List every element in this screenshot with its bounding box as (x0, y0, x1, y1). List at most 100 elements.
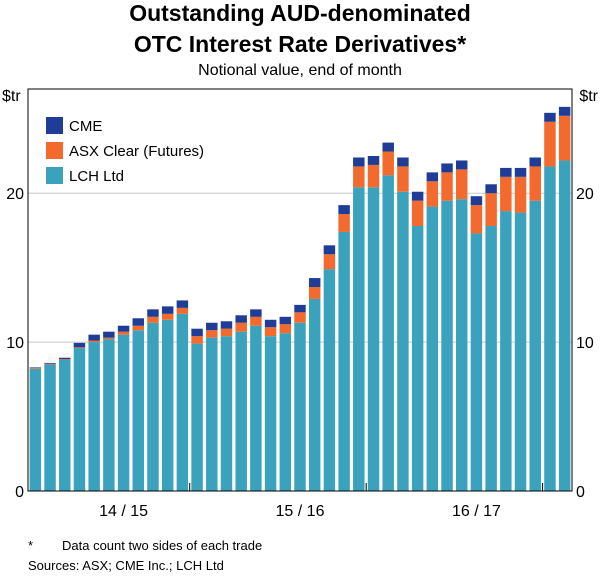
legend: CME ASX Clear (Futures) LCH Ltd (46, 117, 204, 185)
bar-asx (294, 312, 306, 323)
bar-lch (353, 187, 365, 491)
bar-lch (264, 336, 277, 491)
chart-subtitle: Notional value, end of month (198, 62, 402, 79)
bar-asx (544, 121, 556, 167)
bar-asx (176, 307, 189, 314)
bar-asx (103, 337, 115, 340)
legend-swatch (46, 117, 63, 134)
bar-asx (132, 325, 145, 331)
y-axis-unit-left: $tr (2, 88, 21, 105)
bar-asx (220, 328, 233, 337)
y-tick-label-left: 20 (6, 186, 24, 203)
bar-lch (132, 330, 145, 491)
bar-asx (558, 115, 571, 161)
bar-cme (250, 309, 262, 317)
bar-lch (147, 322, 159, 491)
bar-asx (353, 166, 365, 188)
bar-asx (529, 166, 541, 201)
bar-lch (117, 334, 130, 491)
bar-cme (294, 304, 306, 313)
bar-asx (367, 164, 380, 188)
legend-label: CME (69, 118, 102, 135)
bar-asx (323, 254, 336, 270)
bar-lch (500, 211, 512, 492)
bar-cme (279, 316, 292, 325)
legend-swatch (46, 142, 63, 159)
bar-lch (161, 319, 174, 491)
bar-lch (455, 199, 468, 491)
bar-lch (59, 359, 71, 491)
legend-label: ASX Clear (Futures) (69, 143, 204, 160)
bar-cme (397, 157, 409, 167)
bar-lch (191, 343, 203, 491)
bar-cme (264, 319, 277, 328)
bar-lch (367, 187, 380, 491)
bar-cme (220, 321, 233, 329)
bar-asx (88, 340, 100, 343)
bar-cme (29, 367, 42, 369)
y-tick-label-right: 10 (576, 335, 594, 352)
bar-lch (441, 200, 453, 491)
bar-asx (382, 151, 394, 176)
bar-lch (338, 231, 350, 491)
bar-lch (73, 348, 86, 491)
bar-asx (485, 193, 497, 226)
bar-asx (250, 316, 262, 326)
bar-lch (397, 191, 409, 491)
bar-cme (59, 357, 71, 360)
bar-lch (323, 269, 336, 491)
bar-lch (29, 368, 42, 491)
bar-asx (117, 331, 130, 335)
bar-lch (88, 342, 100, 491)
bar-asx (279, 324, 292, 334)
bar-lch (294, 322, 306, 491)
bar-cme (514, 167, 527, 177)
bar-asx (411, 200, 424, 226)
bar-cme (411, 191, 424, 201)
plot-frame (27, 88, 573, 492)
bar-asx (470, 205, 483, 234)
bar-lch (220, 336, 233, 491)
bar-lch (411, 225, 424, 491)
bar-cme (323, 245, 336, 255)
bar-cme (485, 184, 497, 194)
axis-layer: 0 0 10 10 20 20 14 / 15 15 / 16 16 / 17 (6, 88, 594, 520)
bar-lch (279, 333, 292, 491)
bar-asx (161, 313, 174, 320)
legend-swatch (46, 167, 63, 184)
bar-asx (44, 363, 56, 365)
bar-asx (426, 181, 439, 207)
bar-lch (514, 212, 527, 492)
bar-cme (367, 156, 380, 165)
y-axis-unit-right: $tr (579, 88, 598, 105)
bar-cme (558, 106, 571, 116)
bar-lch (382, 175, 394, 491)
bar-lch (103, 339, 115, 491)
bar-asx (500, 176, 512, 212)
bar-cme (132, 318, 145, 326)
footnote-text: Data count two sides of each trade (62, 538, 263, 553)
bar-asx (397, 166, 409, 192)
bar-asx (59, 359, 71, 360)
footnote: * Data count two sides of each trade (28, 538, 262, 553)
y-tick-label-left: 10 (6, 335, 24, 352)
bar-lch (558, 160, 571, 491)
x-tick-label: 16 / 17 (452, 503, 501, 520)
bar-asx (264, 327, 277, 337)
bar-cme (73, 342, 86, 348)
bar-cme (529, 157, 541, 167)
bar-lch (176, 313, 189, 491)
bar-cme (455, 160, 468, 170)
x-tick-label: 14 / 15 (99, 503, 148, 520)
bar-asx (29, 368, 42, 369)
x-tick-label: 15 / 16 (276, 503, 325, 520)
bar-cme (191, 328, 203, 337)
y-tick-label-left: 0 (15, 484, 24, 501)
bar-asx (308, 287, 321, 299)
y-tick-label-right: 20 (576, 186, 594, 203)
bar-cme (147, 309, 159, 317)
bar-asx (235, 322, 247, 332)
bar-asx (441, 172, 453, 201)
bar-asx (455, 169, 468, 200)
bar-cme (176, 300, 189, 308)
